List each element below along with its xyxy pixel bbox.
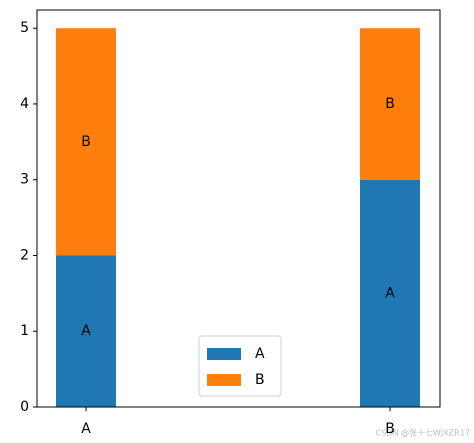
bar-segment <box>360 28 420 180</box>
legend-label: B <box>255 372 265 388</box>
segment-label: B <box>81 134 91 150</box>
legend-swatch <box>207 348 241 360</box>
y-tick-label: 0 <box>20 399 29 415</box>
segment-label: A <box>385 285 395 301</box>
x-tick-label: A <box>81 421 91 437</box>
segment-label: B <box>385 96 395 112</box>
legend-label: A <box>255 346 265 362</box>
bar-segment <box>56 28 116 256</box>
y-tick-label: 3 <box>20 172 29 188</box>
y-tick-label: 1 <box>20 323 29 339</box>
y-tick-label: 2 <box>20 247 29 263</box>
y-tick-label: 4 <box>20 96 29 112</box>
segment-label: A <box>81 323 91 339</box>
legend-box <box>198 335 282 397</box>
x-tick-label: B <box>385 421 395 437</box>
watermark: CSDN @张十七WJXZR17 <box>376 428 470 438</box>
y-tick-label: 5 <box>20 20 29 36</box>
bar-segment <box>360 179 420 407</box>
bar-segment <box>56 255 116 407</box>
legend-swatch <box>207 374 241 386</box>
axes-frame <box>36 9 441 408</box>
